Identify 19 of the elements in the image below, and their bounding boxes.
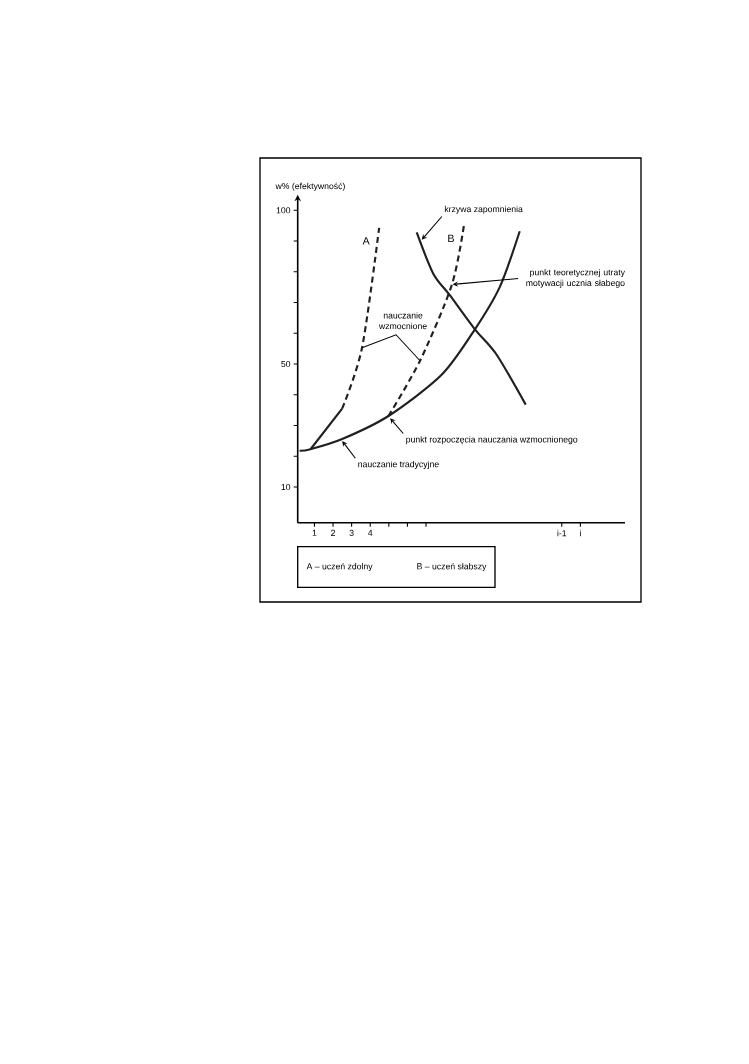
x-tick-label: 3 <box>349 529 354 536</box>
x-tick-label: i-1 <box>557 529 567 537</box>
x-tick-label: 4 <box>368 529 373 536</box>
annotation: nauczanie wzmocnione <box>378 312 427 330</box>
annotation: punkt teoretycznej utraty motywacji ucznia słabego <box>526 269 625 288</box>
x-tick-label: 2 <box>331 529 335 536</box>
y-tick-label: 100 <box>276 207 291 214</box>
annotation: punkt rozpoczęcia nauczania wzmocnionego <box>406 436 578 445</box>
y-tick-label: 10 <box>281 483 291 491</box>
series-label: A <box>362 237 370 245</box>
text: B – uczeń słabszy <box>417 562 487 572</box>
y-tick-label: 50 <box>281 360 291 368</box>
y-axis-title: w% (efektywność) <box>275 182 345 191</box>
text: A – uczeń zdolny <box>306 562 373 572</box>
annotation: krzywa zapomnienia <box>444 205 523 214</box>
x-tick-label: i <box>579 529 581 537</box>
x-tick-label: 1 <box>312 529 317 536</box>
series-label: B <box>448 234 454 243</box>
annotation: nauczanie tradycyjne <box>358 460 439 469</box>
